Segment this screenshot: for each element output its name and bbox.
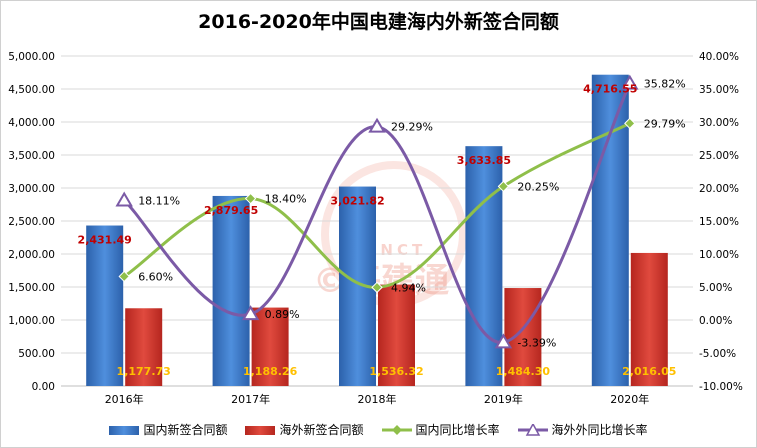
x-tick-label: 2020年 (610, 392, 649, 406)
legend-swatch-marker (391, 424, 402, 435)
data-label-overseas: 1,484.30 (496, 365, 551, 378)
point-domestic-growth (118, 270, 130, 283)
data-label-overseas: 1,188.26 (243, 365, 298, 378)
y-left-tick-label: 5,000.00 (8, 51, 55, 63)
y-right-tick-label: 15.00% (699, 216, 739, 228)
y-right-tick-label: 30.00% (699, 117, 739, 129)
legend-swatch-rect (245, 425, 276, 435)
data-label-overseas-growth: -3.39% (517, 336, 556, 349)
y-right-tick-label: 25.00% (699, 150, 739, 162)
x-tick-label: 2019年 (484, 392, 523, 406)
y-right-tick-label: 5.00% (699, 282, 732, 294)
point-domestic-growth (497, 180, 510, 193)
data-label-domestic-growth: 20.25% (517, 180, 559, 193)
bar-domestic (212, 195, 250, 386)
bar-overseas (630, 252, 668, 386)
data-label-overseas: 1,536.32 (369, 365, 423, 378)
data-label-domestic: 2,879.65 (204, 204, 258, 217)
data-label-overseas-growth: 29.29% (391, 121, 433, 134)
data-label-overseas-growth: 35.82% (644, 78, 686, 91)
y-left-tick-label: 1,000.00 (8, 315, 55, 327)
point-domestic-growth (371, 281, 383, 294)
legend-swatch-line (517, 423, 548, 436)
x-tick-label: 2017年 (231, 392, 270, 406)
data-label-domestic-growth: 18.40% (265, 193, 307, 206)
data-label-domestic: 2,431.49 (78, 234, 132, 247)
legend-swatch-rect (109, 425, 140, 435)
y-left-tick-label: 3,500.00 (8, 150, 55, 162)
data-label-overseas-growth: 18.11% (138, 194, 180, 207)
y-left-tick-label: 3,000.00 (8, 183, 55, 195)
bar-overseas (378, 284, 415, 386)
legend-item: 海外新签合同额 (245, 421, 364, 438)
data-label-domestic-growth: 4.94% (391, 281, 426, 294)
point-overseas-growth (115, 191, 133, 207)
y-left-tick-label: 500.00 (18, 348, 55, 360)
y-left-tick-label: 2,500.00 (8, 216, 55, 228)
bar-domestic (86, 225, 124, 386)
legend-item: 国内新签合同额 (109, 421, 227, 438)
y-right-tick-label: 35.00% (699, 84, 739, 96)
point-domestic-growth (244, 192, 257, 205)
chart-title: 2016-2020年中国电建海内外新签合同额 (198, 11, 559, 33)
x-tick-label: 2016年 (105, 392, 144, 406)
x-tick-label: 2018年 (358, 392, 397, 406)
legend-swatch-marker (525, 423, 540, 436)
y-left-tick-label: 4,500.00 (8, 84, 55, 96)
data-label-domestic-growth: 29.79% (644, 117, 686, 130)
point-overseas-growth (241, 305, 260, 321)
bar-domestic (465, 146, 503, 386)
bar-overseas (504, 288, 542, 386)
legend-swatch-bar (109, 425, 140, 435)
point-overseas-growth (494, 333, 513, 349)
legend-swatch-line (381, 424, 412, 435)
legend-label: 国内同比增长率 (415, 423, 500, 437)
data-label-overseas: 1,177.73 (117, 365, 171, 378)
point-overseas-growth (621, 74, 639, 90)
point-overseas-growth (368, 117, 386, 133)
data-label-domestic: 4,716.55 (583, 83, 637, 96)
data-label-overseas-growth: 0.89% (265, 308, 300, 321)
bar-overseas (251, 307, 289, 386)
legend-label: 海外新签合同额 (279, 423, 364, 437)
y-left-tick-label: 2,000.00 (8, 249, 55, 261)
legend-label: 国内新签合同额 (143, 423, 228, 437)
y-right-tick-label: 20.00% (699, 183, 739, 195)
y-right-tick-label: 40.00% (699, 51, 739, 63)
bar-overseas (125, 308, 163, 386)
chart-legend: 国内新签合同额 海外新签合同额 国内同比增长率 海外外同比增长率 (1, 421, 756, 438)
legend-item: 海外外同比增长率 (517, 421, 648, 438)
bar-domestic (591, 74, 629, 386)
data-label-domestic-growth: 6.60% (138, 270, 173, 283)
data-label-overseas: 2,016.05 (622, 365, 676, 378)
y-left-tick-label: 1,500.00 (8, 282, 55, 294)
y-right-tick-label: 0.00% (699, 315, 732, 327)
legend-item: 国内同比增长率 (381, 421, 500, 438)
data-label-domestic: 3,021.82 (330, 195, 384, 208)
point-domestic-growth (624, 117, 636, 130)
y-left-tick-label: 4,000.00 (8, 117, 55, 129)
legend-swatch-bar (245, 425, 276, 435)
data-label-domestic: 3,633.85 (457, 154, 511, 167)
y-right-tick-label: 10.00% (699, 249, 739, 261)
legend-label: 海外外同比增长率 (551, 423, 648, 437)
line-overseas-growth (123, 82, 632, 344)
y-left-tick-label: 0.00 (32, 381, 55, 393)
y-right-tick-label: -5.00% (699, 348, 736, 360)
y-right-tick-label: -10.00% (699, 381, 743, 393)
